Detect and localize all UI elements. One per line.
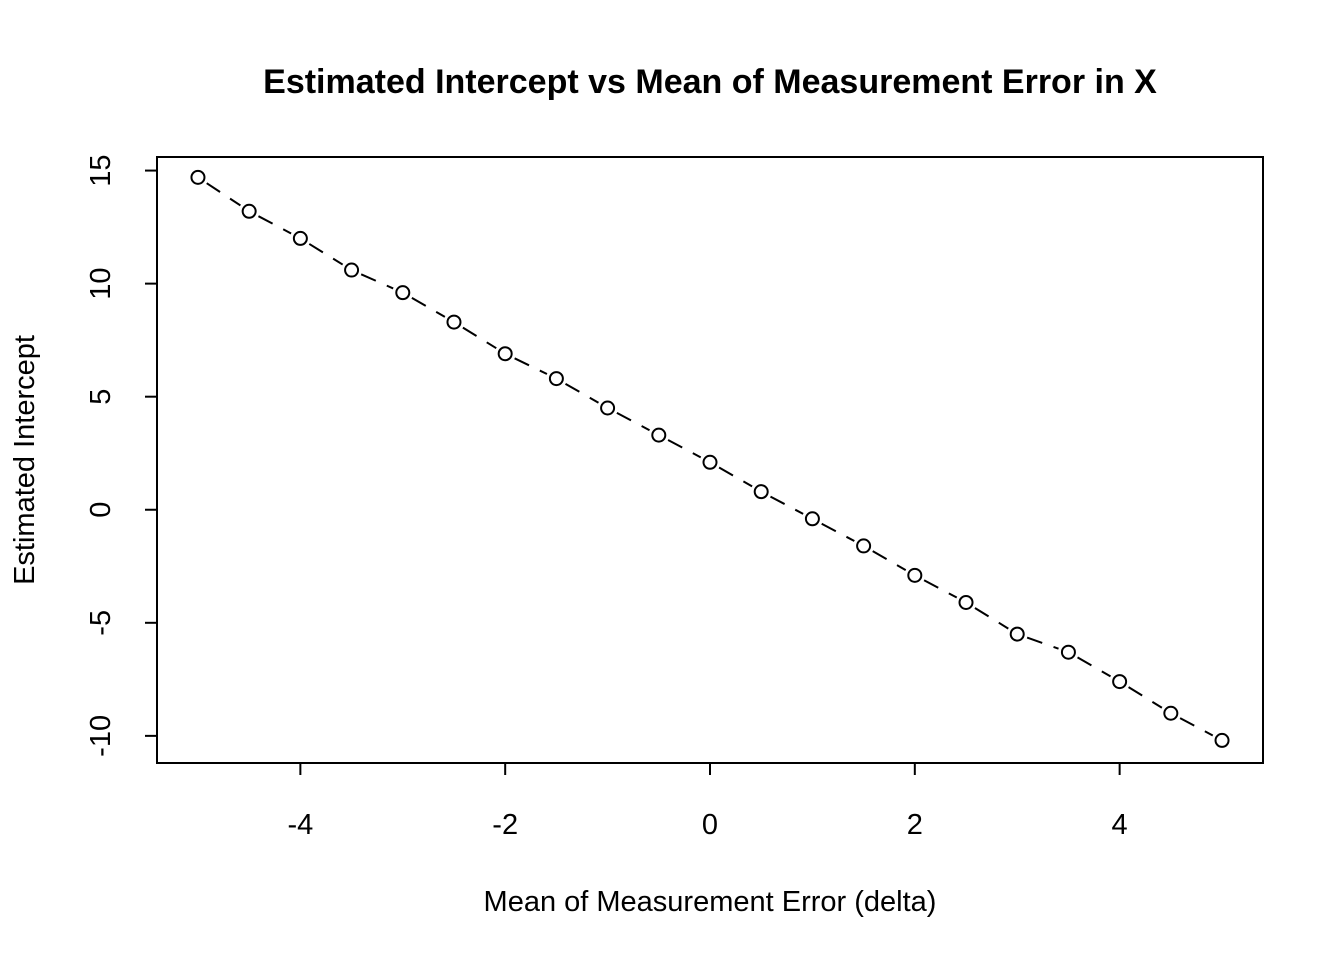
connector-segment [872,550,907,571]
x-axis: -4 -2 0 2 4 [287,762,1128,841]
data-point [292,230,308,246]
data-point [1112,674,1128,690]
y-tick-label: 0 [85,502,117,518]
connector-segment [770,495,804,515]
y-axis: -10 -5 0 5 10 15 [85,154,158,757]
y-tick-label: -5 [85,610,117,636]
connector-segment [923,579,958,599]
connector-segment [1077,656,1112,678]
data-point [804,511,820,527]
chart-title: Estimated Intercept vs Mean of Measureme… [263,63,1157,101]
y-tick-label: 10 [85,267,117,299]
data-point [1214,732,1230,748]
data-point [856,538,872,554]
connector-segment [1179,717,1214,737]
connector-segment [308,243,344,266]
data-point [702,454,718,470]
x-tick-label: -2 [492,809,518,841]
connector-segment [1026,636,1059,650]
connector-lines [206,182,1214,737]
connector-segment [462,326,497,350]
connector-segment [514,357,548,375]
connector-segment [821,522,855,542]
connector-segment [1128,686,1163,709]
data-point [395,285,411,301]
connector-segment [206,182,241,207]
x-tick-label: 4 [1112,809,1128,841]
x-tick-label: 0 [702,809,718,841]
data-point [651,427,667,443]
x-tick-label: 2 [907,809,923,841]
data-point [600,400,616,416]
data-point [190,169,206,185]
y-axis-label: Estimated Intercept [9,335,41,585]
connector-segment [411,297,446,318]
connector-segment [974,607,1009,630]
connector-segment [667,439,702,459]
data-point [753,484,769,500]
data-point [1060,644,1076,660]
x-tick-label: -4 [287,809,313,841]
data-point [1163,705,1179,721]
connector-segment [360,273,394,290]
data-point [344,262,360,278]
data-point [497,346,513,362]
data-point [548,371,564,387]
data-point [241,203,257,219]
connector-segment [564,382,599,404]
data-points [190,169,1230,748]
data-point [446,314,462,330]
data-point [958,594,974,610]
data-point [1009,626,1025,642]
connector-segment [718,466,753,488]
y-tick-label: 5 [85,389,117,405]
y-tick-label: -10 [85,715,117,757]
y-tick-label: 15 [85,154,117,186]
data-point [907,567,923,583]
connector-segment [616,412,650,432]
x-axis-label: Mean of Measurement Error (delta) [484,886,937,918]
connector-segment [257,215,292,235]
